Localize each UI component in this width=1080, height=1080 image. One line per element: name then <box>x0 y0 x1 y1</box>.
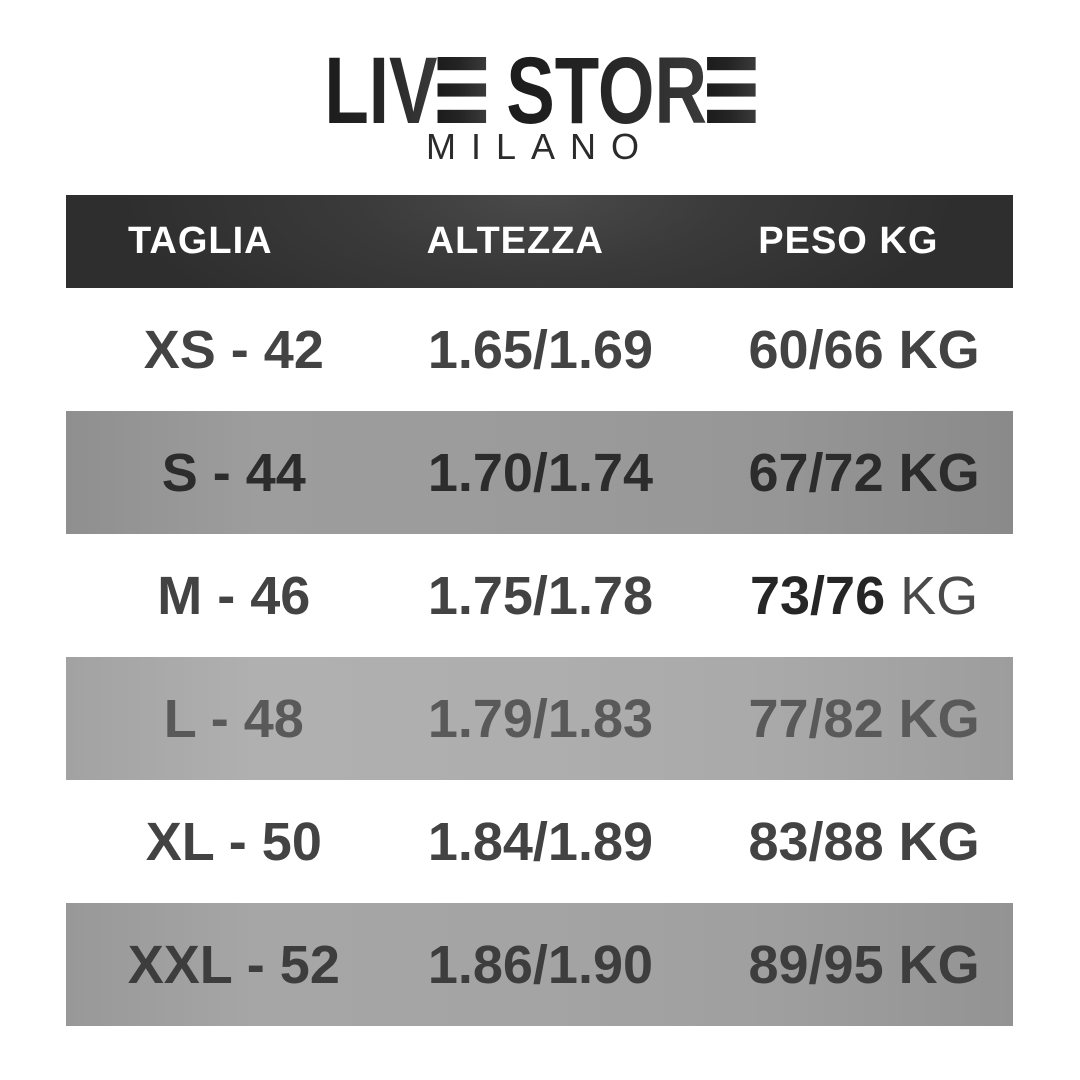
svg-text:LIV: LIV <box>324 37 437 144</box>
